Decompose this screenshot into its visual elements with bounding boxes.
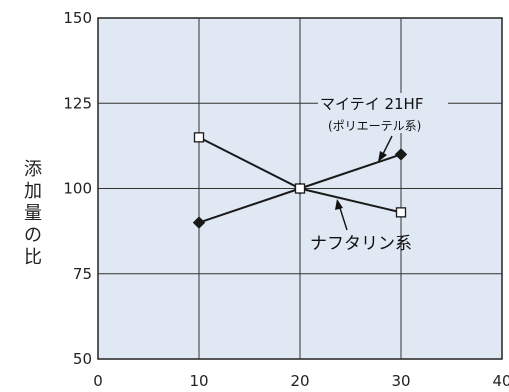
x-tick-label: 30 [391, 372, 410, 390]
y-tick-labels: 50 75 100 125 150 [63, 9, 92, 368]
x-tick-labels: 0 10 20 30 40 [93, 372, 509, 390]
series-1-sublabel: (ポリエーテル系) [328, 119, 421, 133]
series-1-label: マイテイ 21HF [320, 95, 423, 113]
x-tick-label: 10 [189, 372, 208, 390]
series-2-label: ナフタリン系 [310, 234, 412, 254]
series-2-arrow [338, 204, 348, 231]
y-axis-label-char: 比 [24, 247, 42, 268]
x-tick-label: 40 [492, 372, 509, 390]
y-tick-label: 50 [73, 350, 92, 368]
y-tick-label: 150 [63, 9, 92, 27]
series-2-arrowhead [335, 199, 343, 210]
y-tick-label: 75 [73, 265, 92, 283]
series-1-arrowhead [378, 151, 387, 162]
y-axis-label-char: 添 [24, 159, 42, 180]
series-1-point [192, 216, 206, 229]
y-axis-label-char: の [24, 225, 42, 246]
series-2-point [294, 183, 306, 194]
y-axis-label-char: 加 [24, 181, 42, 202]
x-tick-label: 20 [290, 372, 309, 390]
y-tick-label: 100 [63, 180, 92, 198]
y-axis-label-char: 量 [24, 203, 42, 224]
series-2-point [395, 207, 407, 218]
y-tick-label: 125 [63, 94, 92, 112]
series-1-point [394, 148, 408, 161]
annotation-series-1: マイテイ 21HF (ポリエーテル系) [318, 93, 448, 162]
series-markers [192, 132, 408, 229]
annotation-series-2: ナフタリン系 [310, 199, 412, 254]
x-tick-label: 0 [93, 372, 103, 390]
series-2-point [193, 132, 205, 143]
